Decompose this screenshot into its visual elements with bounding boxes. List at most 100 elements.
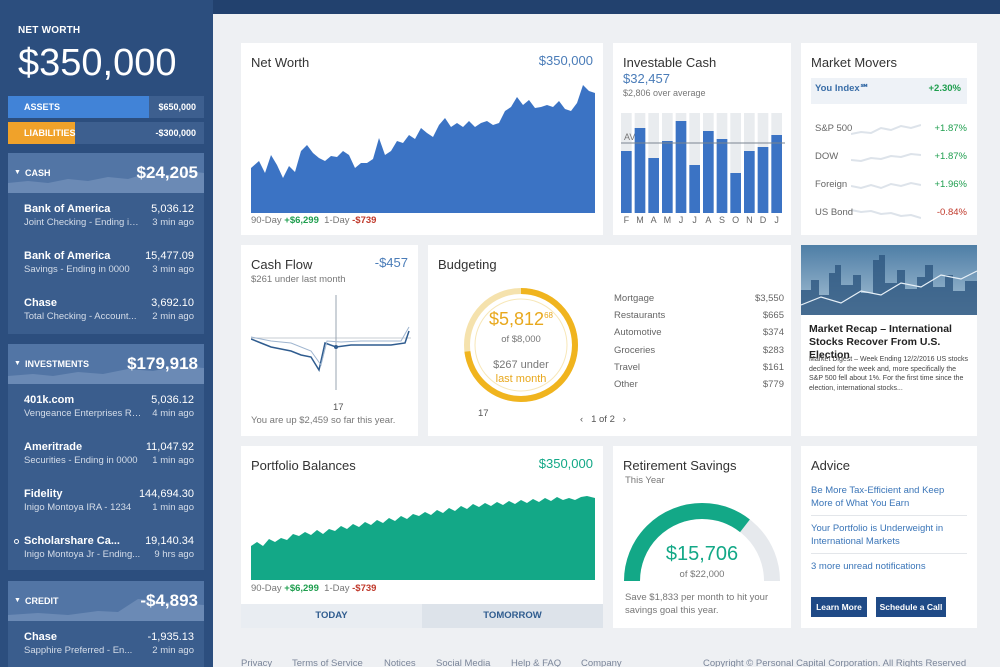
month-label: N (746, 215, 753, 225)
footer-link-company[interactable]: Company (581, 658, 622, 667)
budget-under: $267 under (493, 359, 549, 371)
footer-link-privacy[interactable]: Privacy (241, 658, 273, 667)
d1-label: 1-Day (324, 215, 350, 226)
month-label: D (759, 215, 767, 225)
budget-category: Groceries (614, 345, 656, 356)
tab-tomorrow[interactable]: TOMORROW (422, 604, 603, 628)
schedule-call-button[interactable]: Schedule a Call (876, 597, 946, 617)
footer-link-social[interactable]: Social Media (436, 658, 491, 667)
investments-section: ▼ INVESTMENTS $179,918 401k.com 5,036.12 V… (8, 344, 204, 570)
d90-value: +$6,299 (284, 583, 319, 594)
market-value: +1.96% (934, 179, 968, 190)
footer-link-help[interactable]: Help & FAQ (511, 658, 562, 667)
footer-link-notices[interactable]: Notices (384, 658, 416, 667)
investable-cash-card[interactable]: Investable Cash $32,457 $2,806 over aver… (613, 43, 791, 235)
account-balance: -1,935.13 (147, 631, 194, 643)
market-row[interactable]: Foreign +1.96% (811, 174, 967, 200)
account-row[interactable]: 401k.com 5,036.12 Vengeance Enterprises Re… (8, 384, 204, 431)
tab-today[interactable]: TODAY (241, 604, 422, 628)
market-movers-card[interactable]: Market Movers You Index℠ +2.30% S&P 500 … (801, 43, 977, 235)
market-row[interactable]: S&P 500 +1.87% (811, 118, 967, 144)
market-row-you-index[interactable]: You Index℠ +2.30% (811, 78, 967, 104)
cash-sparkline (8, 171, 204, 193)
budgeting-card[interactable]: Budgeting $5,81268 of $8,000 $267 under … (428, 245, 791, 436)
credit-section: ▼ CREDIT -$4,893 Chase -1,935.13 Sapphire … (8, 581, 204, 667)
advice-card[interactable]: Advice Be More Tax-Efficient and Keep Mo… (801, 446, 977, 628)
liabilities-value: -$300,000 (155, 128, 196, 138)
account-row[interactable]: Chase -1,935.13 Sapphire Preferred - En...… (8, 621, 204, 667)
account-row[interactable]: Fidelity 144,694.30 Inigo Montoya IRA - 12… (8, 478, 204, 525)
account-row[interactable]: Scholarshare Ca... 19,140.34 Inigo Montoya… (8, 525, 204, 572)
account-row[interactable]: Bank of America 5,036.12 Joint Checking - … (8, 193, 204, 240)
market-name: S&P 500 (815, 123, 853, 134)
account-row[interactable]: Ameritrade 11,047.92 Securities - Ending i… (8, 431, 204, 478)
net-worth-card[interactable]: Net Worth $350,000 90-Day +$6,299 1-Day … (241, 43, 603, 235)
unread-notifications-link[interactable]: 3 more unread notifications (811, 561, 926, 572)
retirement-of-total: of $22,000 (679, 569, 725, 580)
market-name: You Index℠ (815, 83, 870, 94)
credit-sparkline (8, 599, 204, 621)
budget-row[interactable]: Restaurants $665 (614, 310, 784, 321)
market-row[interactable]: US Bond -0.84% (811, 202, 967, 228)
footer-link-terms[interactable]: Terms of Service (292, 658, 363, 667)
cash-bar (648, 158, 659, 213)
market-row[interactable]: DOW +1.87% (811, 146, 967, 172)
cash-bar (730, 173, 741, 213)
cash-bar (757, 147, 769, 213)
cash-section-header[interactable]: ▼ CASH $24,205 (8, 153, 204, 193)
budget-category: Restaurants (614, 310, 666, 321)
retirement-savings-card[interactable]: Retirement Savings This Year $15,706 of … (613, 446, 791, 628)
credit-section-header[interactable]: ▼ CREDIT -$4,893 (8, 581, 204, 621)
budget-row[interactable]: Other $779 (614, 379, 784, 390)
budget-ring-chart (464, 288, 578, 402)
budget-row[interactable]: Travel $161 (614, 362, 784, 373)
budget-row[interactable]: Automotive $374 (614, 327, 784, 338)
budget-row[interactable]: Mortgage $3,550 (614, 293, 784, 304)
advice-link[interactable]: Be More Tax-Efficient and Keep More of W… (811, 485, 945, 509)
budget-category: Mortgage (614, 293, 655, 304)
footer-copyright: Copyright © Personal Capital Corporation… (703, 658, 967, 667)
top-navigation-bar (0, 0, 1000, 14)
assets-bar[interactable]: ASSETS $650,000 (8, 96, 204, 118)
collapse-triangle-icon[interactable]: ▼ (14, 597, 21, 604)
cash-flow-card[interactable]: Cash Flow -$457 $261 under last month 17… (241, 245, 418, 436)
advice-link[interactable]: Your Portfolio is Underweight in Interna… (811, 523, 944, 547)
investments-section-header[interactable]: ▼ INVESTMENTS $179,918 (8, 344, 204, 384)
account-balance: 5,036.12 (151, 394, 194, 406)
account-updated: 2 min ago (152, 311, 194, 322)
sidebar: NET WORTH $350,000 ASSETS $650,000 LIABI… (0, 0, 213, 667)
account-balance: 3,692.10 (151, 297, 194, 309)
liabilities-bar[interactable]: LIABILITIES -$300,000 (8, 122, 204, 144)
account-updated: 4 min ago (152, 408, 194, 419)
net-worth-area-chart (251, 85, 595, 213)
account-updated: 1 min ago (152, 502, 194, 513)
account-name: Chase (24, 297, 58, 309)
market-sparkline (851, 152, 921, 163)
collapse-triangle-icon[interactable]: ▼ (14, 360, 21, 367)
month-label: J (774, 215, 779, 225)
cash-flow-day-label: 17 (333, 402, 344, 413)
news-body: Market Digest – Week Ending 12/2/2016 US… (809, 356, 969, 392)
next-page-icon[interactable]: › (622, 414, 626, 425)
retirement-amount: $15,706 (665, 543, 739, 565)
prev-page-icon[interactable]: ‹ (580, 414, 584, 425)
news-card[interactable]: Market Recap – International Stocks Reco… (801, 245, 977, 436)
learn-more-button[interactable]: Learn More (811, 597, 867, 617)
cash-bar (716, 139, 728, 213)
budget-row[interactable]: Groceries $283 (614, 345, 784, 356)
cash-flow-footer: You are up $2,459 so far this year. (251, 415, 396, 426)
retirement-gauge (624, 503, 780, 581)
news-headline[interactable]: Market Recap – International Stocks Reco… (809, 323, 952, 361)
d90-label: 90-Day (251, 215, 282, 226)
budget-value: $374 (762, 327, 784, 338)
card-value: $350,000 (538, 456, 593, 471)
market-name: DOW (815, 151, 839, 162)
card-value: -$457 (374, 255, 408, 270)
account-row[interactable]: Bank of America 15,477.09 Savings - Ending… (8, 240, 204, 287)
assets-label: ASSETS (24, 102, 61, 112)
retirement-footer: Save $1,833 per month to hit your saving… (625, 592, 769, 616)
portfolio-balances-card[interactable]: Portfolio Balances $350,000 90-Day +$6,2… (241, 446, 603, 628)
collapse-triangle-icon[interactable]: ▼ (14, 169, 21, 176)
account-row[interactable]: Chase 3,692.10 Total Checking - Account...… (8, 287, 204, 334)
